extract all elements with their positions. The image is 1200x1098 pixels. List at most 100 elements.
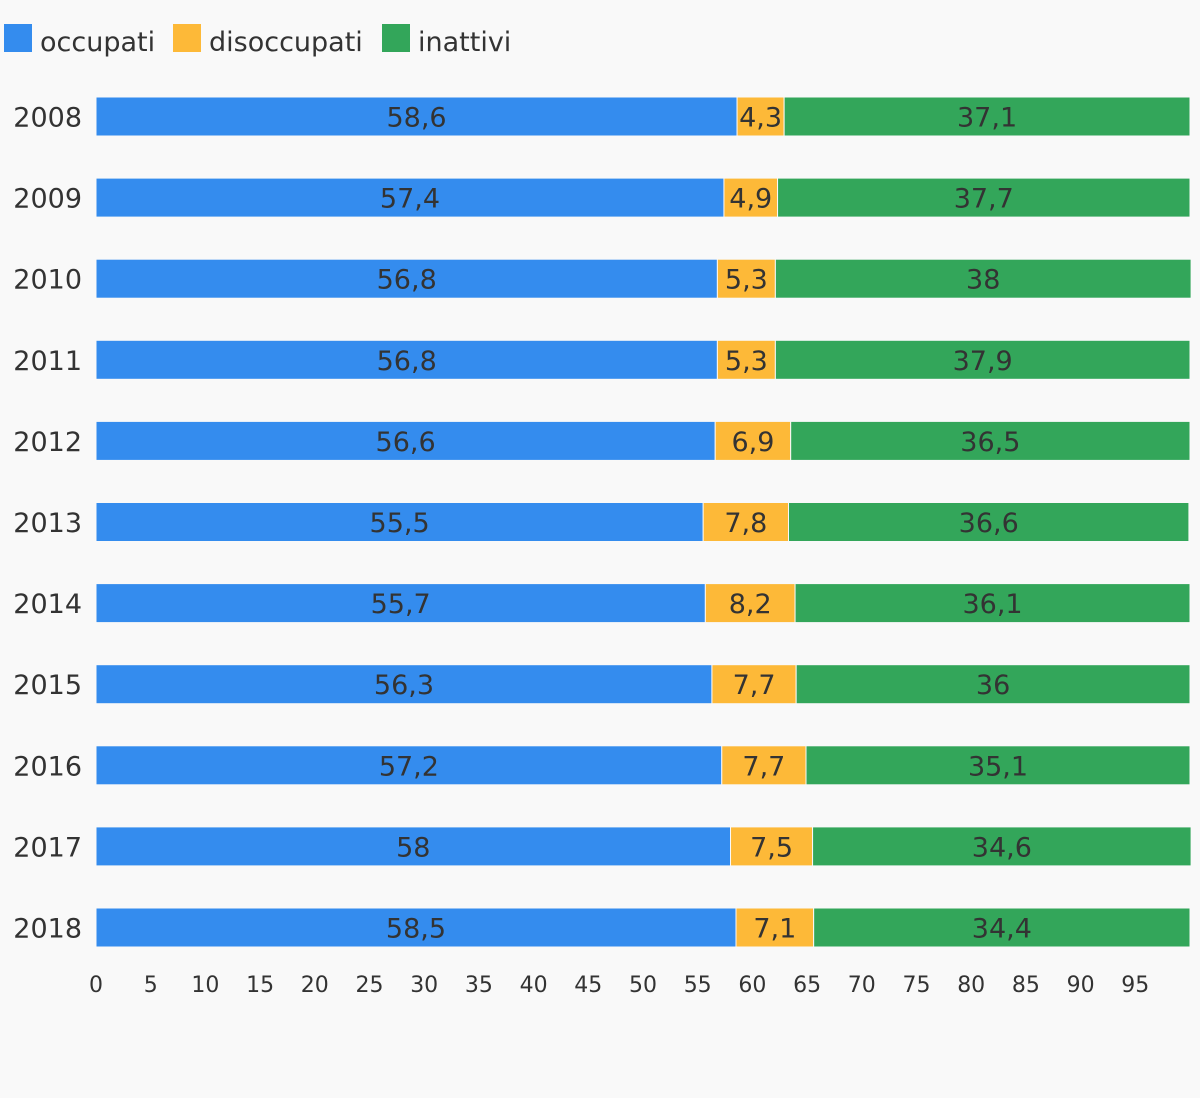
x-tick-label: 5 [144,973,158,998]
bar-occupati [95,583,706,624]
x-tick-label: 90 [1067,973,1095,998]
x-tick-label: 25 [356,973,384,998]
bar-disoccupati [714,420,792,461]
data-label-inattivi: 34,6 [972,832,1032,863]
x-tick-label: 30 [410,973,438,998]
bar-occupati [95,664,713,705]
bar-occupati [95,745,723,786]
bar-disoccupati [716,258,776,299]
legend-swatch-occupati [4,24,32,52]
data-label-occupati: 56,8 [377,346,437,377]
data-label-inattivi: 36,5 [960,427,1020,458]
data-label-inattivi: 37,7 [954,184,1014,215]
category-label: 2009 [13,184,82,215]
x-tick-label: 0 [89,973,103,998]
bar-disoccupati [702,502,790,542]
x-tick-label: 20 [301,973,329,998]
data-label-occupati: 58,5 [386,914,446,945]
data-label-disoccupati: 7,1 [753,914,796,945]
bar-disoccupati [730,826,814,867]
bar-occupati [95,907,737,948]
data-label-occupati: 56,6 [376,427,436,458]
x-tick-label: 55 [684,973,712,998]
category-label: 2012 [13,427,82,458]
x-tick-label: 85 [1012,973,1040,998]
bar-occupati [95,826,732,867]
x-tick-label: 35 [465,973,493,998]
bar-occupati [95,420,716,461]
data-label-disoccupati: 5,3 [725,346,768,377]
bar-inattivi [788,502,1190,542]
x-tick-label: 80 [957,973,985,998]
category-label: 2011 [13,346,82,377]
bar-occupati [95,177,725,218]
data-label-inattivi: 37,1 [957,103,1017,134]
bar-disoccupati [704,583,796,624]
data-label-disoccupati: 7,7 [742,751,785,782]
legend-swatch-inattivi [382,24,410,52]
bar-inattivi [783,96,1191,137]
bar-inattivi [774,339,1191,380]
x-tick-label: 95 [1121,973,1149,998]
x-tick-label: 10 [191,973,219,998]
data-label-disoccupati: 4,9 [729,184,772,215]
category-label: 2018 [13,914,82,945]
data-label-disoccupati: 7,8 [724,508,767,539]
bar-inattivi [774,258,1192,299]
bar-disoccupati [736,96,785,137]
data-label-disoccupati: 7,5 [750,832,793,863]
bar-occupati [95,502,704,542]
legend-label-occupati: occupati [40,27,155,58]
x-tick-label: 45 [574,973,602,998]
data-label-occupati: 55,7 [371,589,431,620]
category-label: 2010 [13,265,82,296]
bar-inattivi [795,664,1191,705]
data-label-inattivi: 35,1 [968,751,1028,782]
bar-occupati [95,258,718,299]
data-label-inattivi: 38 [966,265,1000,296]
data-label-inattivi: 36,1 [962,589,1022,620]
bar-disoccupati [723,177,779,218]
data-label-disoccupati: 8,2 [729,589,772,620]
bar-disoccupati [711,664,797,705]
legend-label-disoccupati: disoccupati [209,27,363,58]
x-tick-label: 75 [903,973,931,998]
x-tick-label: 65 [793,973,821,998]
category-label: 2017 [13,832,82,863]
data-label-occupati: 56,3 [374,670,434,701]
bar-inattivi [794,583,1191,624]
data-label-disoccupati: 5,3 [725,265,768,296]
category-label: 2013 [13,508,82,539]
x-tick-label: 60 [738,973,766,998]
data-label-inattivi: 37,9 [953,346,1013,377]
x-tick-label: 50 [629,973,657,998]
data-label-occupati: 58 [396,832,430,863]
x-tick-label: 40 [520,973,548,998]
legend-swatch-disoccupati [173,24,201,52]
bar-inattivi [777,177,1191,218]
legend-label-inattivi: inattivi [418,27,511,58]
bar-inattivi [805,745,1191,786]
category-label: 2016 [13,751,82,782]
data-label-occupati: 57,2 [379,751,439,782]
x-tick-label: 70 [848,973,876,998]
data-label-occupati: 58,6 [386,103,446,134]
data-label-inattivi: 36,6 [959,508,1019,539]
category-label: 2008 [13,103,82,134]
bar-occupati [95,96,738,137]
bar-inattivi [790,420,1191,461]
data-label-disoccupati: 4,3 [739,103,782,134]
data-label-occupati: 56,8 [377,265,437,296]
bar-occupati [95,339,718,380]
data-label-occupati: 57,4 [380,184,440,215]
data-label-inattivi: 34,4 [972,914,1032,945]
x-tick-label: 15 [246,973,274,998]
data-label-disoccupati: 7,7 [733,670,776,701]
data-label-occupati: 55,5 [370,508,430,539]
bar-inattivi [812,826,1192,867]
category-label: 2015 [13,670,82,701]
data-label-inattivi: 36 [976,670,1010,701]
category-label: 2014 [13,589,82,620]
